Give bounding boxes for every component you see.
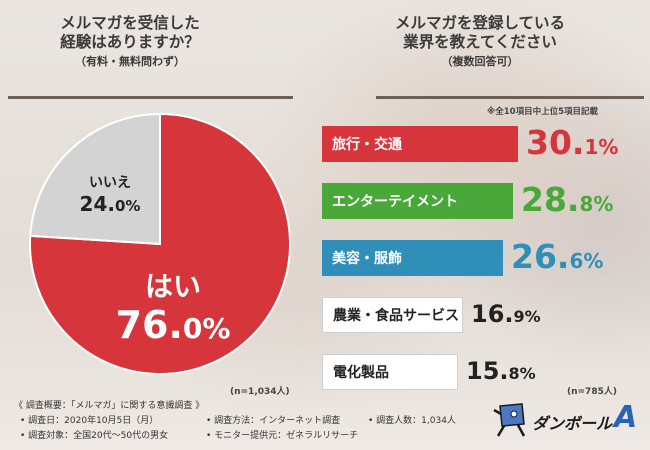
pie-label-yes-text: はい — [144, 270, 201, 303]
survey-date: • 調査日：2020年10月5日（月） — [20, 416, 159, 426]
right-title-line1: メルマガを登録している — [394, 14, 566, 32]
bar-label-1: エンターテイメント — [322, 183, 513, 219]
bar-value-0: 30. 1% — [526, 125, 618, 161]
logo-text: ダンボール — [532, 414, 613, 433]
pie-label-no: いいえ 24.0% — [55, 172, 165, 218]
bar-value-1: 28. 8% — [521, 182, 613, 218]
bar-value-dec-2: 6% — [569, 249, 604, 273]
bar-value-int-4: 15. — [466, 357, 509, 385]
bar-value-dec-4: 8% — [508, 364, 536, 383]
left-subtitle: （有料・無料問わず） — [75, 55, 185, 68]
bar-value-dec-0: 1% — [584, 135, 619, 159]
pie-value-yes-dec: 0% — [182, 312, 231, 345]
bar-n-label: (n=785人) — [567, 387, 617, 397]
left-title: メルマガを受信した 経験はありますか？ — [10, 14, 250, 52]
right-subtitle: （複数回答可） — [441, 55, 519, 68]
bar-label-4: 電化製品 — [322, 354, 458, 390]
right-title-rule — [376, 96, 644, 99]
right-note: ※全10項目中上位5項目記載 — [487, 107, 599, 117]
bar-value-int-2: 26. — [511, 237, 570, 276]
bar-value-int-3: 16. — [471, 300, 514, 328]
right-title: メルマガを登録している 業界を教えてください — [360, 14, 600, 52]
pie-slice-yes — [29, 112, 291, 375]
bar-label-0: 旅行・交通 — [322, 126, 518, 162]
bar-label-2: 美容・服飾 — [322, 240, 503, 276]
danball-logo: ダンボール A — [492, 400, 642, 440]
bar-value-3: 16. 9% — [471, 296, 541, 332]
bar-value-dec-1: 8% — [579, 192, 614, 216]
left-title-line1: メルマガを受信した — [60, 14, 200, 32]
survey-method: • 調査方法：インターネット調査 — [206, 416, 341, 426]
bar-value-2: 26. 6% — [511, 239, 603, 275]
logo-mark: A — [614, 400, 638, 435]
bar-value-int-0: 30. — [526, 123, 585, 162]
pie-label-yes: はい 76.0% — [88, 270, 258, 350]
survey-count: • 調査人数：1,034人 — [368, 416, 456, 426]
pie-chart — [29, 112, 291, 375]
bar-value-int-1: 28. — [521, 180, 580, 219]
survey-provider: • モニター提供元：ゼネラルリサーチ — [206, 431, 359, 441]
bar-label-3: 農業・食品サービス — [322, 297, 463, 333]
left-title-line2: 経験はありますか？ — [60, 33, 200, 51]
survey-target: • 調査対象：全国20代〜50代の男女 — [20, 431, 169, 441]
left-title-rule — [8, 96, 293, 99]
pie-value-no-int: 24. — [79, 192, 115, 216]
bar-value-dec-3: 9% — [513, 307, 541, 326]
pie-value-no-dec: 0% — [114, 197, 141, 215]
mascot-icon — [493, 403, 526, 437]
pie-value-yes: 76.0% — [88, 304, 258, 350]
pie-slice-no — [29, 112, 161, 246]
pie-n-label: (n=1,034人) — [230, 387, 290, 397]
right-title-line2: 業界を教えてください — [403, 33, 557, 51]
pie-value-no: 24.0% — [55, 192, 165, 218]
pie-label-no-text: いいえ — [89, 175, 131, 191]
pie-value-yes-int: 76. — [115, 303, 183, 347]
survey-overview: 《 調査概要：「メルマガ」に関する意識調査 》 — [14, 401, 205, 411]
bar-value-4: 15. 8% — [466, 353, 536, 389]
